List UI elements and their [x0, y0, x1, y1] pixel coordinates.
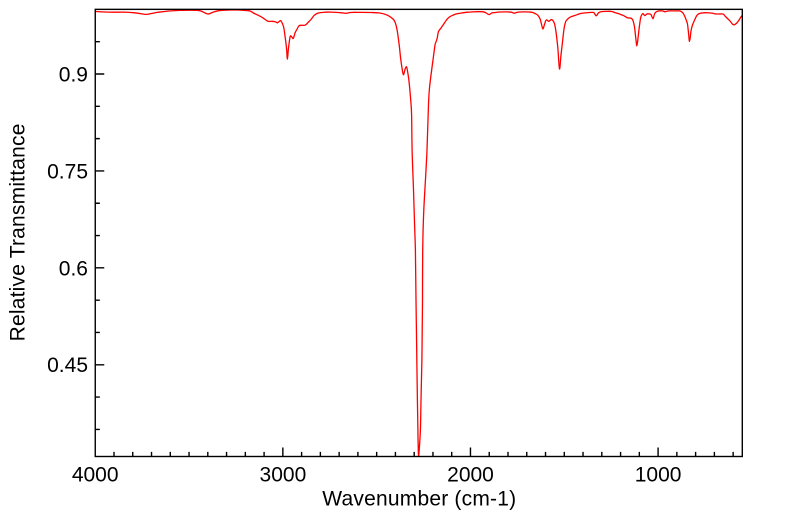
- svg-text:1000: 1000: [635, 463, 682, 486]
- svg-text:Wavenumber (cm-1): Wavenumber (cm-1): [322, 487, 516, 510]
- svg-text:0.6: 0.6: [59, 257, 88, 280]
- svg-text:4000: 4000: [72, 463, 119, 486]
- svg-text:3000: 3000: [260, 463, 307, 486]
- svg-text:0.75: 0.75: [47, 160, 88, 183]
- svg-text:2000: 2000: [447, 463, 494, 486]
- svg-text:0.9: 0.9: [59, 63, 88, 86]
- svg-text:Relative Transmittance: Relative Transmittance: [6, 123, 29, 341]
- svg-text:0.45: 0.45: [47, 354, 88, 377]
